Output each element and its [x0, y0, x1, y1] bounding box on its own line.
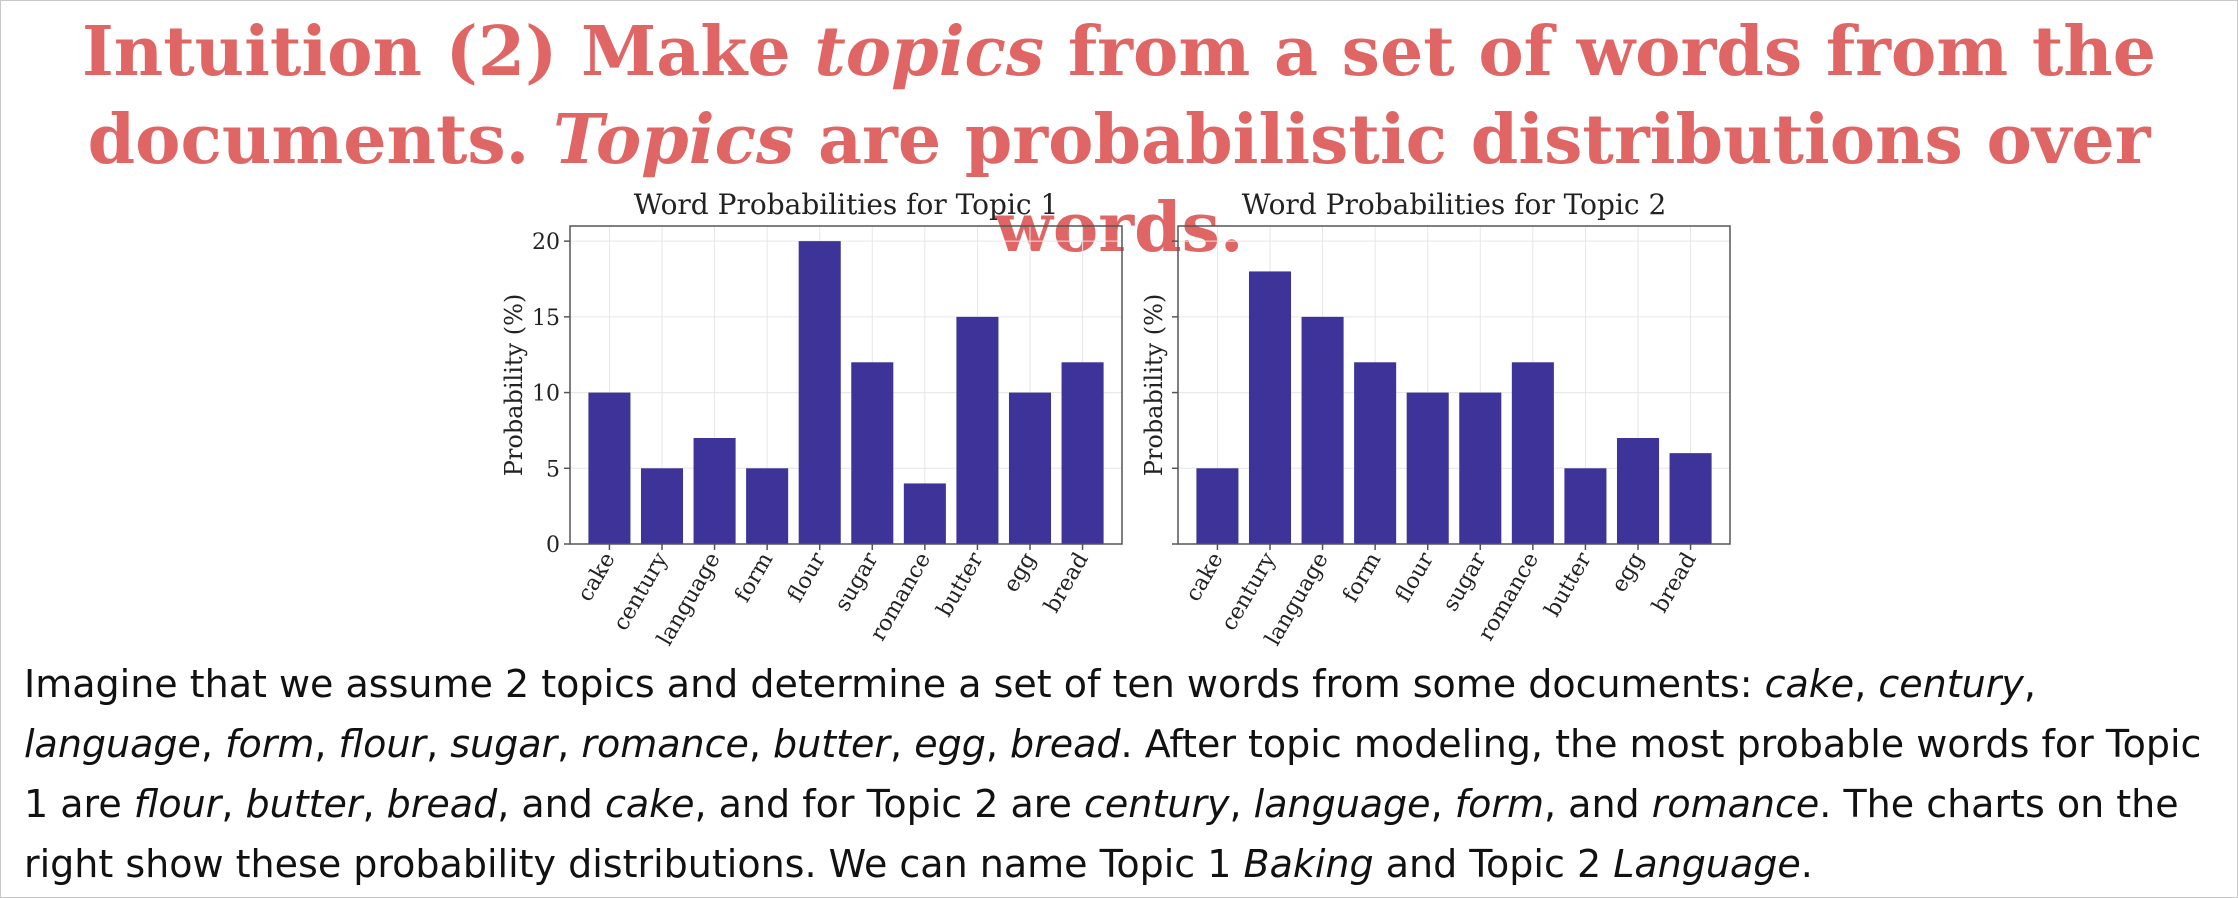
paragraph-text: , — [985, 722, 1011, 766]
bar-egg — [1616, 438, 1660, 544]
emphasized-word: form — [225, 722, 315, 766]
title-text: Intuition (2) Make — [82, 12, 815, 92]
plot-frame — [569, 225, 1123, 545]
y-axis-label: Probability (%) — [1140, 294, 1168, 477]
y-tick-label: 0 — [546, 533, 560, 558]
x-tick-label: cake — [573, 549, 621, 606]
y-axis-label: Probability (%) — [500, 294, 528, 477]
emphasized-word: romance — [581, 722, 749, 766]
emphasized-word: butter — [245, 782, 363, 826]
paragraph-text: , — [890, 722, 915, 766]
bar-butter — [956, 316, 999, 544]
paragraph-text: , and for Topic 2 are — [694, 782, 1085, 826]
emphasized-word: flour — [133, 782, 222, 826]
paragraph-text: , — [426, 722, 451, 766]
x-tick-label: bread — [1648, 549, 1702, 618]
title-text: documents. — [87, 100, 554, 180]
bar-flour — [1406, 392, 1449, 544]
emphasized-word: bread — [386, 782, 498, 826]
emphasized-word: flour — [338, 722, 427, 766]
paragraph-text: Imagine that we assume 2 topics and dete… — [24, 662, 1765, 706]
title-text: are probabilistic distributions over wor… — [794, 100, 2151, 268]
paragraph-text: and Topic 2 — [1373, 842, 1614, 886]
bar-romance — [903, 483, 946, 544]
emphasized-word: cake — [604, 782, 695, 826]
bar-butter — [1564, 468, 1607, 544]
slide-title: Intuition (2) Make topics from a set of … — [0, 8, 2238, 272]
bar-egg — [1008, 392, 1052, 544]
paragraph-text: , and — [497, 782, 605, 826]
bar-cake — [1196, 468, 1239, 544]
paragraph-text: , — [1229, 782, 1254, 826]
title-line-1: Intuition (2) Make topics from a set of … — [0, 8, 2238, 96]
paragraph-text: , — [362, 782, 387, 826]
bar-bread — [1669, 453, 1712, 544]
y-tick-label: 15 — [532, 306, 560, 331]
paragraph-text: . — [1800, 842, 1813, 886]
emphasized-word: sugar — [450, 722, 558, 766]
paragraph-text: . After topic modeling, the most probabl… — [24, 722, 2202, 826]
emphasized-word: Baking — [1243, 842, 1374, 886]
x-tick-label: butter — [1540, 548, 1597, 621]
bar-sugar — [1459, 392, 1502, 544]
plot-frame — [1177, 225, 1731, 545]
bar-bread — [1061, 362, 1104, 544]
bar-language — [1301, 316, 1344, 544]
paragraph-text: , — [1430, 782, 1455, 826]
bar-form — [1354, 362, 1397, 544]
x-tick-label: form — [730, 548, 778, 606]
bar-romance — [1511, 362, 1554, 544]
bar-form — [746, 468, 789, 544]
bar-century — [640, 468, 684, 544]
emphasized-word: egg — [914, 722, 986, 766]
paragraph-text: , — [314, 722, 339, 766]
paragraph-text: , — [200, 722, 226, 766]
emphasized-word: romance — [1651, 782, 1820, 826]
paragraph-text: , — [2023, 662, 2036, 706]
paragraph-text: , and — [1544, 782, 1652, 826]
x-tick-label: sugar — [1438, 548, 1491, 616]
x-tick-label: flour — [1391, 548, 1439, 606]
y-tick-label: 10 — [532, 382, 560, 407]
x-tick-label: form — [1338, 548, 1386, 606]
bar-century — [1248, 271, 1292, 544]
emphasized-word: language — [1253, 782, 1431, 826]
bar-flour — [798, 241, 841, 544]
x-tick-label: bread — [1040, 549, 1094, 618]
x-tick-label: sugar — [830, 548, 883, 616]
title-text: from a set of words from the — [1044, 12, 2156, 92]
chart-title: Word Probabilities for Topic 1 — [634, 188, 1059, 221]
paragraph-text: , — [221, 782, 246, 826]
x-tick-label: cake — [1181, 549, 1229, 606]
bar-language — [693, 438, 736, 544]
emphasized-word: form — [1454, 782, 1545, 826]
paragraph-text: , — [748, 722, 774, 766]
charts-area: 0 5 10 15 20 cake century language form flour suga… — [490, 180, 1750, 660]
bar-sugar — [851, 362, 894, 544]
paragraph-text: , — [1854, 662, 1879, 706]
bar-cake — [588, 392, 631, 544]
x-tick-label: egg — [1607, 549, 1649, 597]
paragraph-text: , — [557, 722, 582, 766]
y-tick-label: 5 — [546, 457, 560, 482]
x-tick-label: egg — [999, 549, 1041, 597]
emphasized-word: butter — [773, 722, 891, 766]
emphasized-word: cake — [1764, 662, 1855, 706]
description-paragraph: Imagine that we assume 2 topics and dete… — [24, 654, 2224, 894]
title-emphasis: Topics — [553, 100, 795, 180]
emphasized-word: Language — [1613, 842, 1801, 886]
paragraph-text: . The charts on the right show these pro… — [24, 782, 2179, 886]
title-emphasis: topics — [814, 12, 1045, 92]
x-tick-label: flour — [783, 548, 831, 606]
x-tick-label: butter — [932, 548, 989, 621]
emphasized-word: bread — [1010, 722, 1121, 766]
title-line-2: documents. Topics are probabilistic dist… — [0, 96, 2238, 272]
chart-title: Word Probabilities for Topic 2 — [1242, 188, 1667, 221]
emphasized-word: century — [1084, 782, 1230, 826]
emphasized-word: language — [24, 722, 201, 766]
y-tick-label: 20 — [532, 230, 560, 255]
emphasized-word: century — [1878, 662, 2024, 706]
